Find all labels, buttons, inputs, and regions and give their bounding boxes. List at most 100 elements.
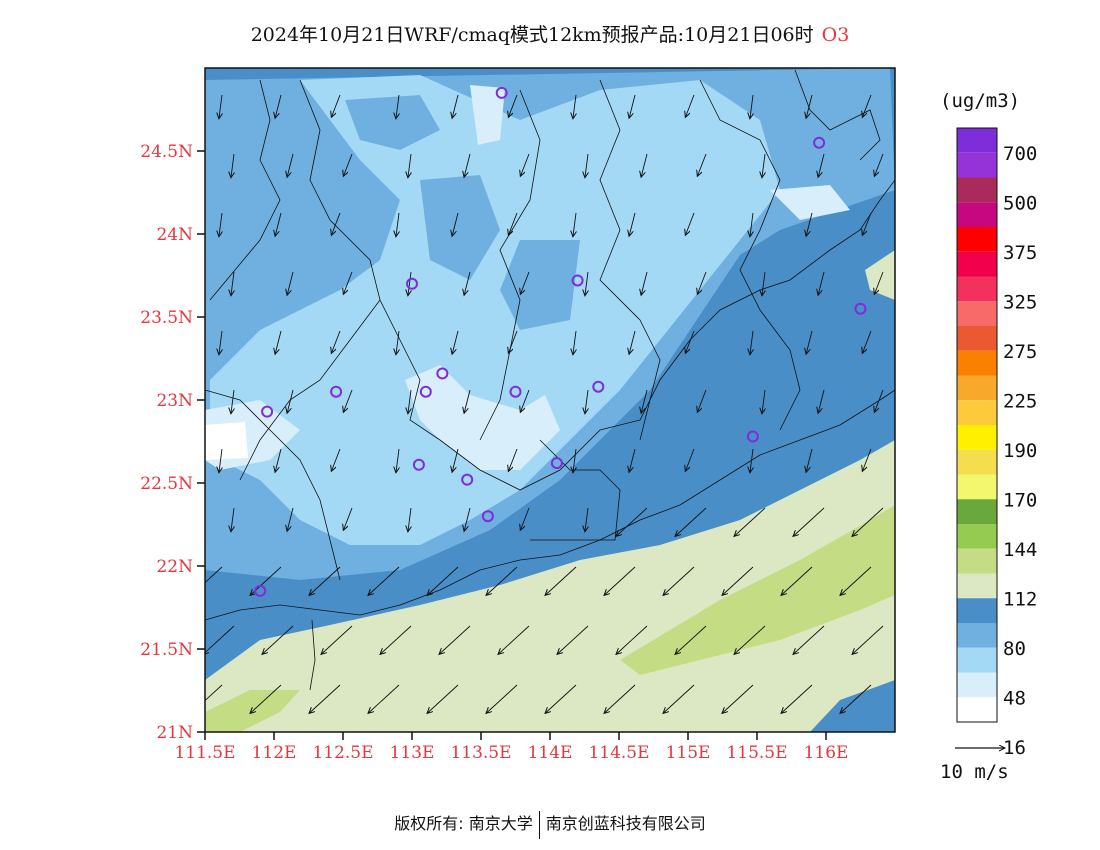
wind-vectors [205,94,884,713]
colorbar-label: 16 [1003,737,1026,759]
wind-arrow [331,212,341,235]
wind-arrow [629,330,636,354]
wind-arrow [331,94,341,117]
wind-arrow [641,389,648,413]
wind-arrow [486,684,518,713]
wind-arrow [734,507,766,536]
station-marker [550,457,563,470]
wind-arrow [585,389,588,414]
station-marker [261,405,274,418]
copyright-separator [538,810,540,839]
wind-arrow [750,330,753,355]
wind-arrow [862,94,872,117]
wind-arrow [368,566,400,595]
wind-scale-legend: 10 m/s [940,748,1009,783]
colorbar-label: 48 [1003,687,1026,709]
wind-arrow [464,507,471,531]
wind-arrow [439,625,471,654]
wind-arrow [840,684,872,713]
lon-tick-label: 115.5E [726,743,787,763]
colorbar-label: 190 [1003,440,1037,462]
wind-arrow [205,566,223,584]
colorbar-segment [957,499,997,524]
wind-arrow [722,684,754,713]
wind-arrow [331,330,341,353]
wind-arrow [604,684,636,713]
wind-arrow [508,94,518,117]
wind-arrow [697,153,707,176]
wind-arrow [452,212,459,236]
colorbar-segment [957,152,997,178]
copyright-line: 版权所有: 南京大学 南京创蓝科技有限公司 [0,810,1100,839]
copyright-left: 版权所有: 南京大学 [394,814,533,833]
station-marker [854,302,867,315]
wind-arrow [275,330,282,354]
colorbar-label: 225 [1003,390,1037,412]
lon-tick-label: 114E [528,743,573,763]
station-marker [746,430,759,443]
colorbar-segment [957,573,997,599]
lat-tick-label: 21.5N [140,640,193,660]
wind-arrow [205,684,223,702]
wind-arrow [321,625,353,654]
wind-arrow [641,153,648,177]
wind-arrow [573,448,576,473]
colorbar-segment [957,128,997,153]
wind-arrow [464,389,471,413]
colorbar-label: 170 [1003,489,1037,511]
wind-arrow [781,684,813,713]
wind-arrow [309,684,341,713]
wind-arrow [874,271,884,294]
station-marker [406,277,418,290]
colorbar-segment [957,400,997,425]
colorbar-segment [957,227,997,252]
wind-arrow [722,566,754,595]
station-marker [412,458,425,471]
station-marker [571,274,584,287]
wind-arrow [675,507,707,536]
colorbar-label: 375 [1003,242,1037,264]
wind-arrow [250,684,282,713]
wind-arrow [520,153,530,176]
wind-arrow [408,271,411,296]
title-text: 2024年10月21日WRF/cmaq模式12km预报产品:10月21日06时 [250,24,814,46]
colorbar-label: 500 [1003,192,1037,214]
colorbar-segment [957,647,997,673]
map-title: 2024年10月21日WRF/cmaq模式12km预报产品:10月21日06时 O… [0,20,1100,47]
wind-arrow [545,566,577,595]
wind-arrow [852,507,884,536]
colorbar-label: 80 [1003,638,1026,660]
lat-tick-label: 23.5N [140,308,193,328]
station-marker [419,385,432,398]
wind-arrow [287,153,294,177]
wind-arrow [793,507,825,536]
wind-arrow [750,94,753,119]
station-marker [330,385,343,398]
colorbar-segment [957,276,997,302]
wind-arrow [275,94,282,118]
wind-arrow [818,271,825,295]
latitude-axis: 24.5N 24N 23.5N 23N 22.5N 22N 21.5N 21N [140,142,205,743]
wind-arrow [205,625,235,654]
wind-arrow [343,271,353,294]
wind-scale-label: 10 m/s [940,761,1009,783]
colorbar-segment [957,474,997,500]
colorbar-label: 144 [1003,539,1037,561]
colorbar: 16 48 80 112 144 170 190 225 275 325 375 500 700 [956,127,1037,759]
lat-tick-label: 24N [156,225,193,245]
wind-arrow [697,271,707,294]
wind-arrow [464,153,471,177]
station-marker [481,510,494,523]
wind-arrow [874,389,884,412]
colorbar-segment [957,623,997,648]
wind-arrow [408,153,411,178]
wind-arrow [585,507,588,532]
wind-arrow [685,94,695,117]
wind-arrow [806,448,813,472]
wind-arrow [231,389,234,414]
wind-arrow [573,330,576,355]
wind-arrow [663,684,695,713]
wind-arrow [219,448,222,473]
wind-arrow [275,212,282,236]
